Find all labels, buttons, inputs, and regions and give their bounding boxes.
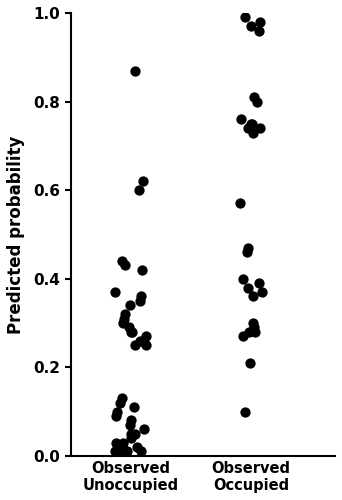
Point: [141, 425, 146, 433]
Point: [251, 324, 257, 332]
Point: [139, 448, 144, 456]
Point: [260, 288, 265, 296]
Point: [244, 248, 249, 256]
Point: [124, 448, 129, 456]
Point: [144, 332, 149, 340]
Point: [245, 124, 250, 132]
Point: [128, 434, 133, 442]
Point: [252, 328, 258, 336]
Point: [119, 443, 124, 451]
Point: [240, 274, 245, 282]
Point: [117, 448, 123, 456]
Point: [249, 120, 255, 128]
Point: [238, 200, 243, 207]
Point: [242, 408, 247, 416]
Point: [121, 314, 127, 322]
Point: [251, 319, 256, 327]
Point: [132, 341, 137, 349]
Point: [240, 332, 245, 340]
Point: [127, 421, 132, 429]
Point: [137, 186, 142, 194]
Point: [114, 408, 119, 416]
Point: [248, 120, 254, 128]
Point: [122, 262, 127, 270]
Point: [251, 128, 256, 136]
Point: [120, 319, 126, 327]
Point: [114, 412, 119, 420]
Y-axis label: Predicted probability: Predicted probability: [7, 135, 25, 334]
Point: [126, 324, 132, 332]
Point: [250, 292, 256, 300]
Point: [247, 359, 252, 367]
Point: [119, 394, 124, 402]
Point: [130, 328, 135, 336]
Point: [137, 297, 143, 305]
Point: [118, 443, 124, 451]
Point: [257, 124, 263, 132]
Point: [113, 438, 118, 446]
Point: [113, 288, 118, 296]
Point: [120, 438, 126, 446]
Point: [248, 22, 254, 30]
Point: [256, 26, 262, 34]
Point: [256, 279, 261, 287]
Point: [117, 398, 123, 406]
Point: [242, 14, 248, 22]
Point: [132, 66, 137, 74]
Point: [254, 98, 260, 106]
Point: [245, 284, 251, 292]
Point: [122, 310, 127, 318]
Point: [238, 115, 244, 123]
Point: [129, 416, 134, 424]
Point: [134, 443, 140, 451]
Point: [246, 244, 251, 252]
Point: [143, 341, 149, 349]
Point: [127, 301, 132, 309]
Point: [137, 336, 143, 344]
Point: [132, 430, 137, 438]
Point: [138, 292, 144, 300]
Point: [119, 257, 125, 265]
Point: [132, 403, 137, 411]
Point: [129, 430, 134, 438]
Point: [246, 328, 251, 336]
Point: [257, 18, 263, 26]
Point: [141, 177, 146, 185]
Point: [113, 448, 118, 456]
Point: [140, 266, 145, 274]
Point: [252, 93, 257, 101]
Point: [128, 328, 134, 336]
